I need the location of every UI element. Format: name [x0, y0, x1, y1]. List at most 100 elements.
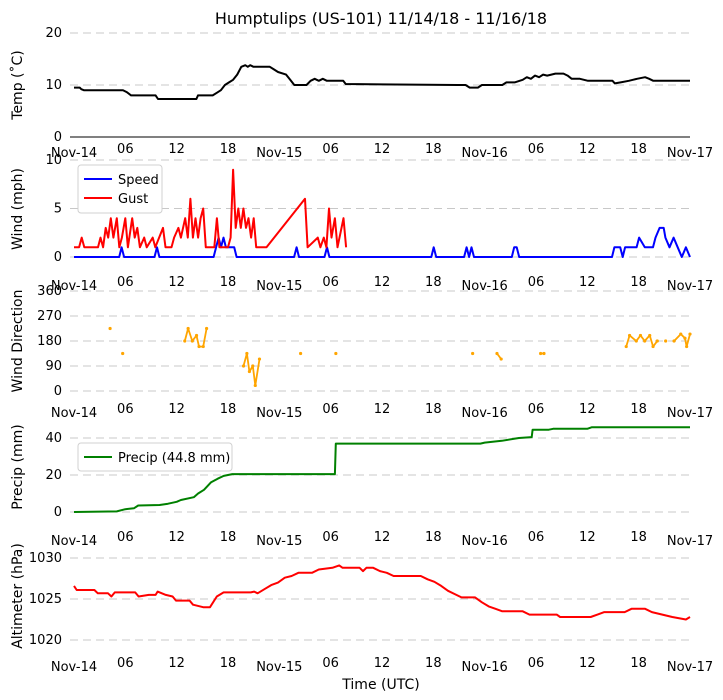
x-tick-label: 12	[374, 142, 391, 157]
data-point	[247, 369, 252, 374]
x-tick-label: 18	[220, 275, 237, 290]
x-tick-label: 12	[579, 402, 596, 417]
series-line-temp	[74, 64, 690, 100]
y-tick-label: 10	[45, 78, 62, 93]
x-tick-label: Nov-16	[462, 406, 508, 421]
x-tick-label: 18	[630, 656, 647, 671]
x-tick-label: 18	[630, 275, 647, 290]
x-tick-label: Nov-16	[462, 660, 508, 675]
y-axis-label: Precip (mm)	[10, 424, 26, 509]
panel-temperature: 0 10 20 Nov-14 06 12 18 Nov-15 06 12 18 Nov-16 06 12 1…	[9, 26, 713, 161]
x-tick-label: 18	[425, 402, 442, 417]
data-point	[672, 339, 676, 343]
x-tick-label: 06	[117, 142, 134, 157]
x-tick-label: 12	[168, 656, 185, 671]
x-tick-label: 12	[579, 275, 596, 290]
x-tick-label: 12	[579, 530, 596, 545]
x-tick-label: Nov-15	[256, 534, 302, 549]
x-tick-label: 12	[374, 275, 391, 290]
data-point	[204, 326, 209, 331]
x-tick-label: Nov-17	[667, 534, 713, 549]
y-axis-label: Wind (mph)	[10, 168, 26, 250]
data-point	[679, 332, 683, 336]
x-tick-label: Nov-15	[256, 146, 302, 161]
data-point	[245, 351, 249, 356]
y-tick-label: 0	[54, 384, 62, 399]
x-tick-label: Nov-14	[51, 146, 97, 161]
data-point	[183, 339, 187, 343]
x-tick-label: 18	[425, 142, 442, 157]
x-tick-label: 06	[528, 275, 545, 290]
data-point	[201, 344, 205, 349]
panel-wind_direction: 0 90 180 270 360 Nov-14 06 12 18 Nov-15 06 12 18 Nov-…	[10, 284, 713, 421]
data-point	[257, 357, 262, 361]
data-point	[683, 336, 687, 340]
series-line-gust	[74, 168, 348, 249]
data-point	[624, 344, 628, 349]
data-point	[241, 364, 246, 368]
x-tick-label: 06	[322, 656, 339, 671]
data-point	[499, 357, 503, 361]
y-tick-label: 180	[37, 334, 62, 349]
data-point	[627, 333, 632, 338]
data-point	[121, 351, 125, 356]
x-tick-label: 06	[528, 530, 545, 545]
y-tick-label: 0	[54, 250, 62, 265]
data-point	[108, 326, 112, 331]
x-tick-label: 12	[374, 530, 391, 545]
data-point	[251, 364, 255, 368]
x-tick-label: 06	[528, 402, 545, 417]
panel-altimeter: 1020 1025 1030 Nov-14 06 12 18 Nov-15 06 12 18 Nov-…	[10, 543, 713, 675]
data-point	[655, 339, 659, 343]
x-tick-label: Nov-14	[51, 406, 97, 421]
legend	[77, 164, 163, 214]
data-point	[651, 344, 655, 349]
x-tick-label: 06	[117, 656, 134, 671]
x-tick-label: Nov-17	[667, 660, 713, 675]
y-tick-label: 1025	[29, 592, 62, 607]
x-tick-label: 18	[425, 275, 442, 290]
legend-label: Speed	[118, 173, 159, 188]
series-line-direction	[183, 327, 691, 387]
x-tick-label: Nov-16	[462, 534, 508, 549]
figure-title: Humptulips (US-101) 11/14/18 - 11/16/18	[215, 9, 547, 28]
x-tick-label: 18	[220, 402, 237, 417]
x-tick-label: 06	[528, 142, 545, 157]
y-tick-label: 40	[45, 431, 62, 446]
data-point	[495, 351, 499, 356]
x-tick-label: Nov-15	[256, 279, 302, 294]
series-line-precip	[73, 426, 690, 513]
y-axis-label: Wind Direction	[10, 290, 26, 393]
x-tick-label: 12	[374, 402, 391, 417]
x-tick-label: 18	[630, 530, 647, 545]
y-tick-label: 10	[45, 153, 62, 168]
data-point	[542, 351, 546, 356]
data-point	[685, 344, 689, 349]
y-tick-label: 90	[45, 359, 62, 374]
y-axis-label: Altimeter (hPa)	[10, 543, 26, 649]
x-tick-label: 12	[168, 530, 185, 545]
y-tick-label: 0	[54, 505, 62, 520]
data-point	[253, 383, 257, 388]
x-tick-label: Nov-16	[462, 146, 508, 161]
data-point	[664, 339, 668, 343]
x-tick-label: Nov-15	[256, 660, 302, 675]
x-tick-label: 12	[579, 142, 596, 157]
data-point	[638, 333, 643, 338]
y-axis-label: Temp (˚C)	[9, 50, 26, 120]
y-tick-label: 0	[54, 130, 62, 145]
x-tick-label: 06	[528, 656, 545, 671]
y-tick-label: 1020	[29, 633, 62, 648]
data-point	[186, 326, 190, 331]
x-tick-label: 12	[168, 402, 185, 417]
data-point	[643, 339, 647, 343]
x-tick-label: 06	[117, 275, 134, 290]
x-tick-label: 06	[322, 530, 339, 545]
data-point	[471, 351, 475, 356]
x-tick-label: 18	[425, 656, 442, 671]
x-axis-label: Time (UTC)	[341, 677, 419, 693]
x-tick-label: 06	[117, 402, 134, 417]
x-tick-label: Nov-14	[51, 660, 97, 675]
x-tick-label: Nov-17	[667, 146, 713, 161]
y-tick-label: 360	[37, 284, 62, 299]
